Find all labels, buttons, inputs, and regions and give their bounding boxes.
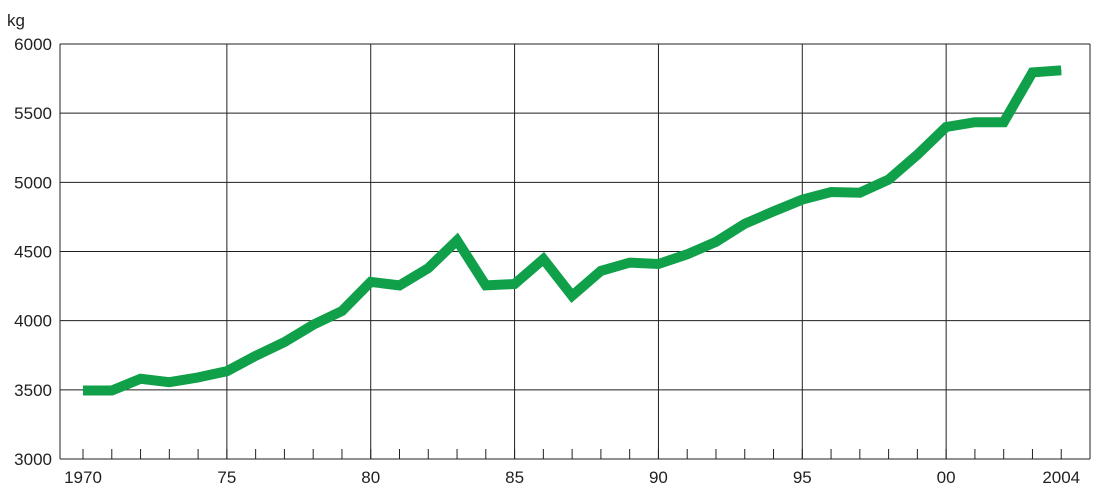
data-point [945, 126, 947, 128]
data-point [657, 263, 659, 265]
data-point [801, 199, 803, 201]
data-point [456, 239, 458, 241]
y-axis-unit-label: kg [7, 11, 25, 30]
data-point [427, 267, 429, 269]
data-point [1031, 71, 1033, 73]
x-tick-label: 75 [217, 468, 236, 487]
data-point [255, 355, 257, 357]
grid-layer [59, 43, 1091, 460]
data-point [168, 381, 170, 383]
data-point [226, 370, 228, 372]
y-tick-label: 3000 [14, 450, 52, 469]
data-point [140, 378, 142, 380]
data-point [686, 253, 688, 255]
tick-label-layer: 3000 3500 4000 4500 5000 5500 6000 1970 75 80 85 90… [14, 35, 1080, 487]
data-point [888, 179, 890, 181]
data-point [629, 262, 631, 264]
x-tick-label: 95 [793, 468, 812, 487]
y-tick-label: 6000 [14, 35, 52, 54]
x-tick-label: 90 [649, 468, 668, 487]
data-point [1060, 69, 1062, 71]
data-point [571, 295, 573, 297]
x-tick-label: 80 [361, 468, 380, 487]
data-point [859, 192, 861, 194]
data-point [111, 390, 113, 392]
data-point [485, 284, 487, 286]
x-tick-label: 00 [937, 468, 956, 487]
y-tick-label: 5000 [14, 173, 52, 192]
data-point [1003, 121, 1005, 123]
data-point [197, 376, 199, 378]
y-tick-label: 3500 [14, 381, 52, 400]
data-point [341, 310, 343, 312]
data-point [916, 154, 918, 156]
data-point [715, 241, 717, 243]
data-point [600, 270, 602, 272]
x-tick-label: 85 [505, 468, 524, 487]
y-tick-label: 4500 [14, 243, 52, 262]
data-point [398, 284, 400, 286]
x-tick-label: 2004 [1042, 468, 1080, 487]
series-line [83, 65, 1062, 396]
data-point [514, 283, 516, 285]
data-point [542, 258, 544, 260]
series-layer [82, 65, 1062, 396]
y-tick-label: 5500 [14, 104, 52, 123]
data-point [370, 281, 372, 283]
data-point [82, 390, 84, 392]
data-point [830, 191, 832, 193]
data-point [974, 121, 976, 123]
x-tick-label: 1970 [64, 468, 102, 487]
data-point [744, 223, 746, 225]
data-point [312, 324, 314, 326]
y-tick-label: 4000 [14, 312, 52, 331]
data-point [773, 210, 775, 212]
data-point [283, 341, 285, 343]
minor-tick-layer [82, 449, 1062, 459]
